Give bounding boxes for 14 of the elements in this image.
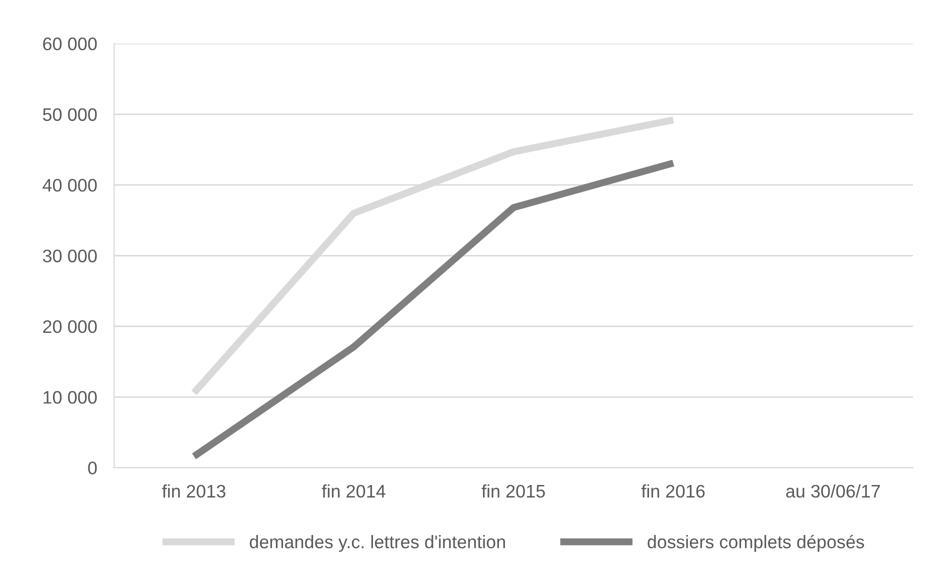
y-tick-label: 50 000 <box>42 108 97 121</box>
y-tick-label: 20 000 <box>43 320 97 334</box>
x-tick-label: au 30/06/17 <box>786 484 880 498</box>
y-tick-label: 40 000 <box>42 178 97 192</box>
y-tick-label: 0 <box>88 462 97 474</box>
y-tick-label: 30 000 <box>42 250 97 262</box>
x-tick-label: fin 2015 <box>482 484 545 498</box>
y-tick-label: 60 000 <box>43 38 97 50</box>
x-tick-label: fin 2013 <box>162 484 226 498</box>
x-tick-label: fin 2014 <box>322 484 386 498</box>
x-tick-label: fin 2016 <box>641 484 705 498</box>
y-tick-label: 10 000 <box>44 390 97 404</box>
legend-label: demandes y.c. lettres d'intention <box>250 535 505 552</box>
legend-label: dossiers complets déposés <box>648 534 864 552</box>
